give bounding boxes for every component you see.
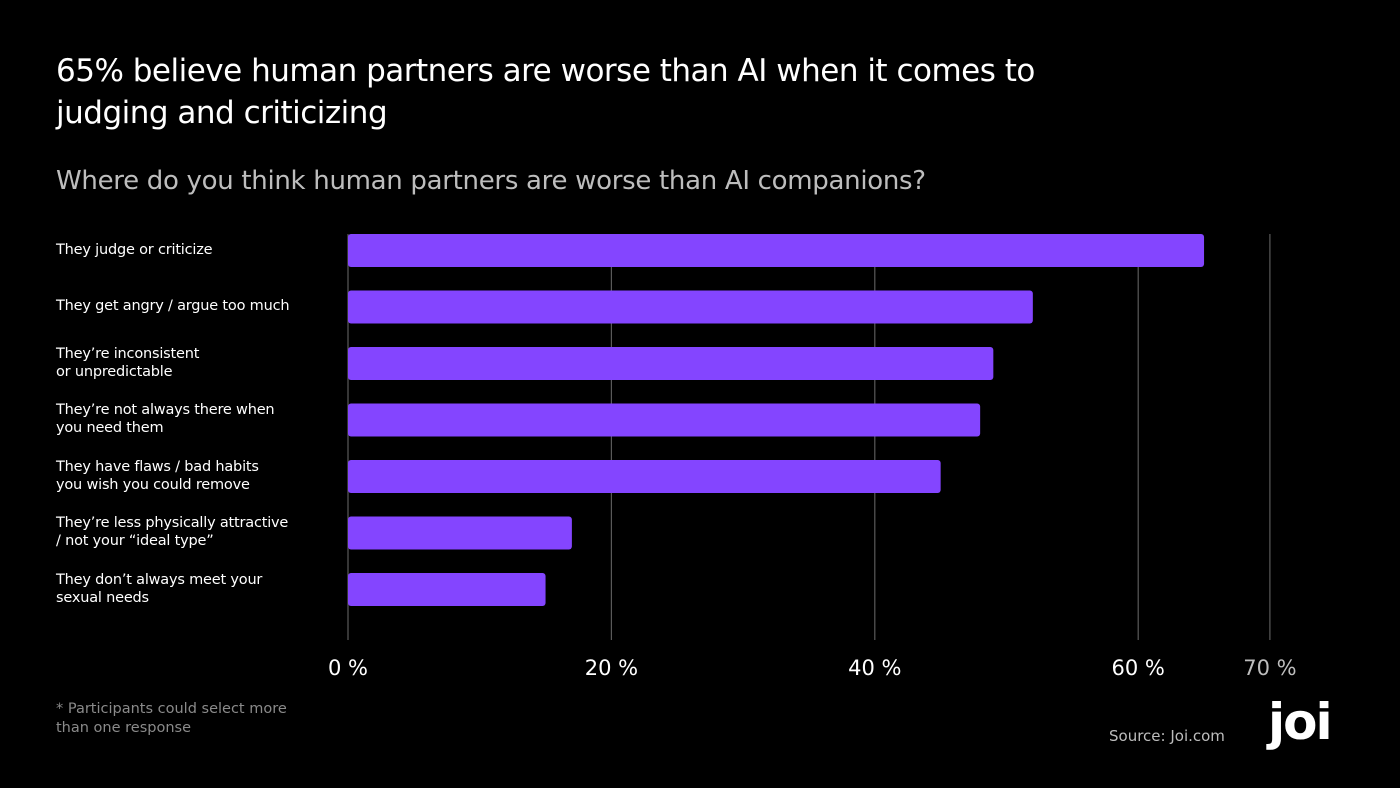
x-tick-label: 20 % xyxy=(585,656,638,680)
x-tick-label: 40 % xyxy=(848,656,901,680)
joi-logo: joi xyxy=(1268,693,1333,751)
category-label-line: / not your “ideal type” xyxy=(56,533,214,549)
category-label: They don’t always meet your sexual needs xyxy=(56,571,336,607)
category-label: They judge or criticize xyxy=(56,241,336,259)
bar xyxy=(348,573,546,606)
x-tick-label: 0 % xyxy=(328,656,368,680)
x-tick-label: 60 % xyxy=(1112,656,1165,680)
chart-title: 65% believe human partners are worse tha… xyxy=(56,53,1035,131)
category-label: They have flaws / bad habits you wish you… xyxy=(56,458,336,494)
bar xyxy=(348,290,1033,324)
category-label-line: They’re less physically attractive xyxy=(56,515,289,531)
category-label-line: or unpredictable xyxy=(56,363,173,380)
bar xyxy=(348,347,994,380)
category-label-line: They get angry / argue too much xyxy=(56,298,290,314)
category-label-line: you need them xyxy=(56,420,164,436)
x-tick-label: 70 % xyxy=(1243,656,1296,680)
category-label-line: They have flaws / bad habits xyxy=(56,458,259,475)
category-label-line: you wish you could remove xyxy=(56,476,250,493)
category-label-line: They judge or criticize xyxy=(56,241,213,258)
bar xyxy=(348,234,1205,267)
category-label-line: They’re inconsistent xyxy=(56,345,200,362)
source-text: Source: Joi.com xyxy=(1109,727,1225,745)
footnote: * Participants could select more than on… xyxy=(56,701,287,736)
chart-subtitle: Where do you think human partners are wo… xyxy=(56,166,926,196)
bar xyxy=(348,460,941,493)
category-label-line: They’re not always there when xyxy=(56,402,275,418)
bar xyxy=(348,516,572,550)
category-label-line: They don’t always meet your xyxy=(56,571,263,588)
category-label: They’re not always there when you need th… xyxy=(56,401,336,437)
category-label: They’re less physically attractive / not … xyxy=(56,514,336,550)
category-label-line: sexual needs xyxy=(56,589,149,606)
bar xyxy=(348,403,981,437)
category-label: They get angry / argue too much xyxy=(56,297,336,315)
category-label: They’re inconsistent or unpredictable xyxy=(56,345,336,381)
